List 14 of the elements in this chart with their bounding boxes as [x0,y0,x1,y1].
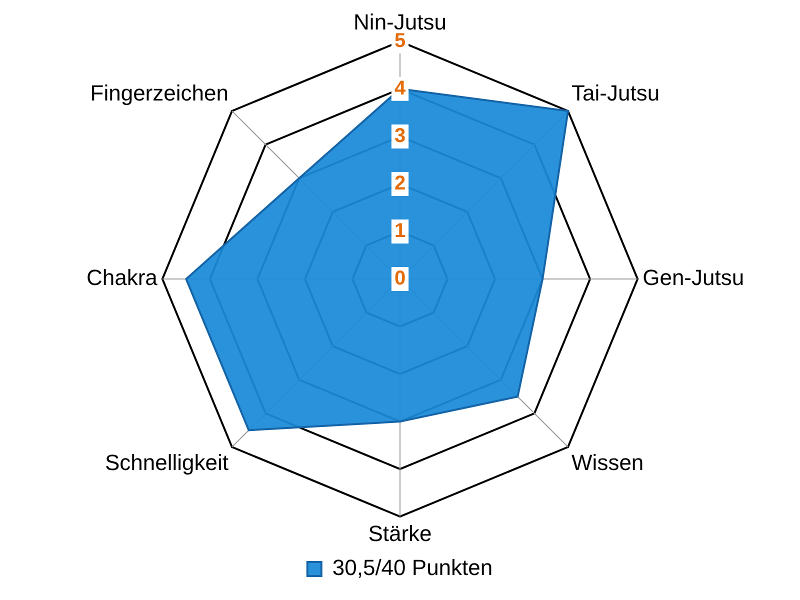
spoke-label: Gen-Jutsu [642,265,744,290]
y-tick-label: 0 [394,268,406,290]
legend-label: 30,5/40 Punkten [332,555,493,580]
spoke-label: Wissen [572,450,644,475]
y-tick-label: 4 [394,77,406,100]
y-tick-label: 5 [394,30,406,52]
spoke-label: Stärke [368,520,432,546]
y-tick-label: 3 [394,124,406,147]
y-tick-label: 2 [394,172,406,194]
spoke-label: Tai-Jutsu [572,80,660,106]
spoke-label: Schnelligkeit [104,450,228,475]
spoke-label: Chakra [86,265,158,290]
y-tick-label: 1 [394,220,406,242]
spoke-label: Fingerzeichen [90,80,228,106]
